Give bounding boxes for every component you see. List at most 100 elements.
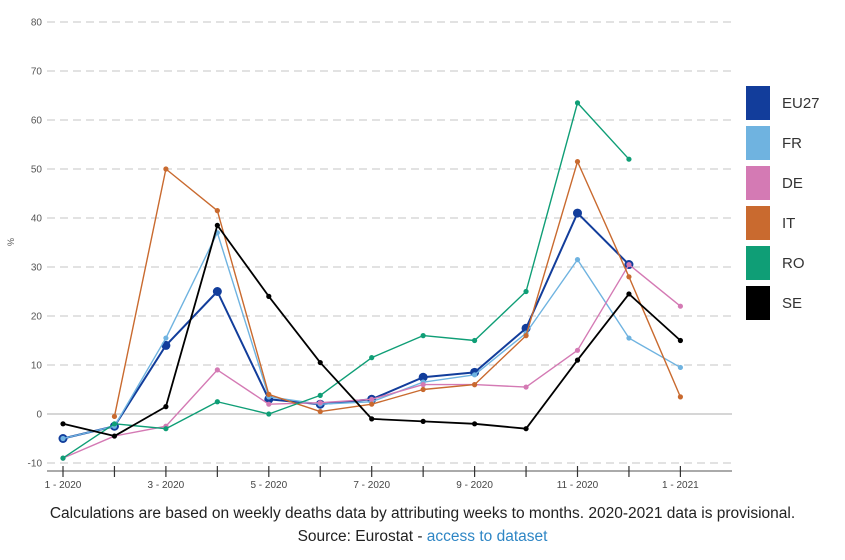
y-tick-label: 0 [36, 410, 42, 421]
data-point-it [523, 333, 529, 339]
y-tick-label: 30 [31, 263, 43, 274]
y-tick-label: -10 [28, 459, 43, 470]
data-point-it [317, 408, 323, 415]
legend-swatch-se [746, 286, 770, 320]
series-line-ro [62, 102, 630, 459]
data-point-se [111, 433, 118, 439]
series-line-it [113, 160, 682, 418]
data-point-ro [163, 426, 169, 432]
data-point-se [266, 293, 272, 299]
data-point-de [574, 347, 581, 353]
source-prefix: Source: Eurostat - [297, 528, 427, 545]
data-point-it [472, 382, 478, 388]
data-point-de [317, 400, 323, 406]
legend-item-ro[interactable]: RO [746, 246, 820, 280]
data-point-it [111, 413, 118, 420]
x-tick-label: 1 - 2021 [662, 480, 699, 491]
legend-item-eu27[interactable]: EU27 [746, 86, 820, 120]
data-point-ro [60, 455, 66, 461]
data-point-se [369, 416, 375, 422]
data-point-it [677, 394, 684, 400]
data-point-fr [626, 335, 632, 341]
data-point-se [574, 357, 581, 363]
source-line: Source: Eurostat - access to dataset [0, 525, 845, 549]
data-point-ro [369, 355, 375, 361]
legend-swatch-de [746, 166, 770, 200]
x-tick-label: 1 - 2020 [45, 480, 82, 491]
data-point-it [214, 208, 220, 214]
data-point-fr [677, 364, 684, 371]
data-point-de [214, 367, 220, 373]
excess-mortality-line-chart: 80 70 60 50 40 30 20 10 0 -10% 1 - 2020 3 - 2020 5 -… [6, 18, 732, 491]
data-point-se [677, 337, 684, 344]
legend-label-de: DE [782, 174, 803, 192]
data-point-it [420, 386, 426, 393]
data-point-de [626, 261, 632, 268]
legend-item-de[interactable]: DE [746, 166, 820, 200]
legend-item-se[interactable]: SE [746, 286, 820, 320]
x-tick-label: 5 - 2020 [250, 480, 287, 491]
caption-text: Calculations are based on weekly deaths … [49, 505, 796, 522]
legend-label-eu27: EU27 [782, 94, 820, 112]
y-tick-label: 80 [31, 18, 43, 29]
data-point-fr [163, 335, 169, 341]
data-point-se [214, 222, 220, 228]
data-point-fr [472, 372, 478, 378]
dataset-link[interactable]: access to dataset [426, 528, 548, 545]
chart-legend: EU27 FR DE IT RO SE [746, 86, 820, 326]
data-point-ro [111, 421, 118, 427]
y-tick-label: 50 [31, 165, 43, 176]
data-point-ro [420, 333, 426, 339]
data-point-ro [574, 100, 581, 106]
y-tick-label: 60 [31, 116, 43, 127]
data-point-fr [574, 257, 581, 263]
legend-label-fr: FR [782, 134, 802, 152]
legend-label-se: SE [782, 294, 803, 312]
x-tick-label: 3 - 2020 [148, 480, 185, 491]
data-point-de [677, 303, 684, 309]
data-point-it [266, 391, 272, 397]
legend-label-it: IT [782, 214, 796, 232]
x-tick-label: 7 - 2020 [353, 480, 390, 491]
data-point-ro [472, 337, 478, 344]
legend-swatch-fr [746, 126, 770, 160]
legend-item-it[interactable]: IT [746, 206, 820, 240]
data-point-se [472, 421, 478, 427]
data-point-se [420, 418, 426, 424]
x-tick-label: 11 - 2020 [557, 480, 599, 491]
data-point-ro [266, 411, 272, 417]
chart-caption: Calculations are based on weekly deaths … [0, 503, 845, 549]
data-point-de [266, 401, 272, 407]
data-point-se [60, 421, 66, 427]
data-point-de [523, 384, 529, 390]
y-tick-label: 40 [31, 214, 43, 225]
legend-swatch-it [746, 206, 770, 240]
data-point-de [369, 396, 375, 402]
legend-label-ro: RO [782, 254, 805, 272]
data-point-eu27 [212, 287, 222, 296]
data-point-it [369, 401, 375, 407]
legend-swatch-eu27 [746, 86, 770, 120]
data-point-ro [214, 399, 220, 405]
data-point-eu27 [573, 208, 582, 218]
data-point-ro [523, 288, 529, 295]
data-point-se [626, 291, 632, 297]
y-tick-label: 20 [31, 312, 43, 323]
legend-swatch-ro [746, 246, 770, 280]
data-point-it [626, 274, 632, 280]
series-line-fr [62, 231, 682, 440]
data-point-it [163, 166, 169, 172]
data-point-ro [317, 392, 323, 398]
legend-item-fr[interactable]: FR [746, 126, 820, 160]
y-tick-label: 70 [31, 67, 43, 78]
data-point-eu27 [418, 372, 428, 382]
data-point-se [163, 404, 169, 410]
data-point-ro [626, 156, 632, 162]
data-point-it [574, 159, 581, 165]
data-point-de [420, 382, 426, 388]
y-tick-label: 10 [31, 361, 43, 372]
x-tick-label: 9 - 2020 [456, 480, 493, 491]
data-point-se [317, 359, 323, 366]
data-point-fr [60, 435, 66, 442]
